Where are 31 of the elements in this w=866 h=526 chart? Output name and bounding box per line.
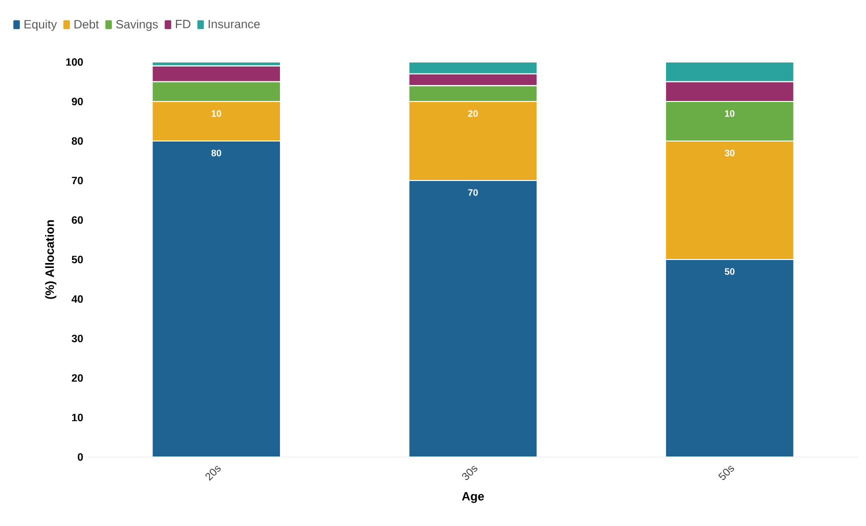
bar [664, 258, 794, 457]
legend-label: Savings [116, 20, 158, 31]
y-tick-label: 20 [72, 374, 83, 382]
y-axis-title: (%) Allocation [45, 220, 56, 299]
legend-label: Equity [24, 20, 57, 31]
y-tick-label: 10 [72, 414, 83, 422]
x-tick-label: 50s [718, 466, 734, 480]
y-tick-label: 0 [78, 453, 83, 461]
data-label: 50 [724, 268, 734, 275]
y-tick-label: 40 [72, 295, 83, 303]
data-label: 10 [212, 110, 222, 117]
data-label: 80 [211, 150, 222, 156]
legend-label: FD [176, 20, 190, 28]
x-tick-label: 20s [205, 466, 221, 481]
y-tick-label: 90 [72, 98, 83, 106]
y-tick-label: 80 [72, 137, 83, 145]
x-tick-label: 30s [462, 466, 478, 480]
data-label: 70 [468, 189, 478, 196]
y-tick-label: 100 [66, 58, 83, 66]
data-label: 20 [468, 110, 478, 117]
legend-label: Debt [74, 20, 99, 29]
legend-label: Insurance [208, 20, 260, 28]
bar [408, 180, 538, 457]
data-label: 10 [725, 110, 734, 117]
y-tick-label: 50 [72, 256, 83, 264]
y-tick-label: 60 [72, 216, 83, 224]
y-tick-label: 30 [72, 334, 83, 342]
y-tick-label: 70 [72, 176, 83, 184]
x-axis-title: Age [462, 492, 484, 503]
bar [152, 140, 282, 457]
data-label: 30 [724, 150, 734, 156]
